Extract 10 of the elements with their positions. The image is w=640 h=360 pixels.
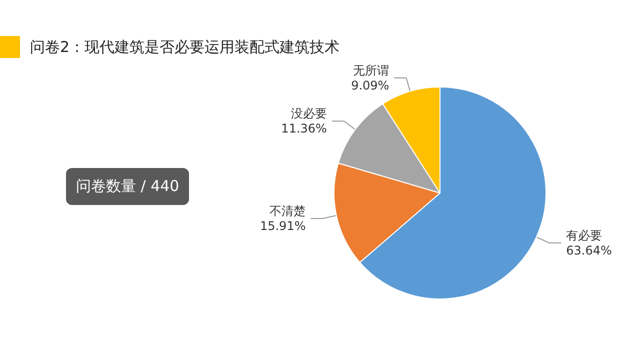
slice-label: 无所谓: [353, 63, 390, 78]
data-label: 15.91%: [260, 218, 306, 233]
data-label: 63.64%: [566, 243, 612, 258]
slice-label: 有必要: [566, 228, 602, 242]
data-label: 11.36%: [281, 122, 327, 136]
chart-title: 问卷2：现代建筑是否必要运用装配式建筑技术: [30, 38, 340, 56]
data-label: 9.09%: [351, 78, 390, 92]
slice-label: 不清楚: [270, 204, 306, 218]
slice-label: 没必要: [290, 106, 327, 121]
text: 问卷数量 / 440: [66, 168, 190, 205]
